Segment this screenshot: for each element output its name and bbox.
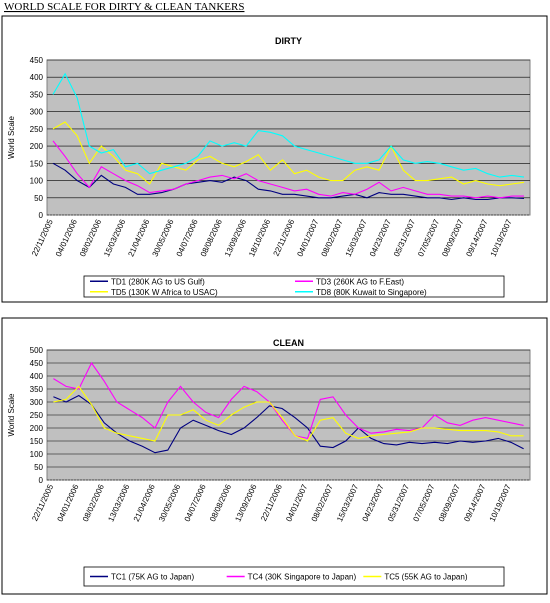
y-tick-label: 300 <box>30 398 44 407</box>
series-line <box>53 394 524 454</box>
y-tick-label: 250 <box>30 125 44 134</box>
chart-title: CLEAN <box>273 338 304 348</box>
y-tick-label: 200 <box>30 142 44 151</box>
y-tick-label: 200 <box>30 424 44 433</box>
page-title: WORLD SCALE FOR DIRTY & CLEAN TANKERS <box>4 1 244 13</box>
legend-label: TC5 (55K AG to Japan) <box>384 573 467 582</box>
y-tick-label: 150 <box>30 437 44 446</box>
y-tick-label: 400 <box>30 73 44 82</box>
series-line <box>52 162 525 201</box>
y-tick-label: 50 <box>34 463 43 472</box>
y-tick-label: 350 <box>30 385 44 394</box>
y-tick-label: 0 <box>39 476 44 485</box>
y-tick-label: 150 <box>30 159 44 168</box>
y-tick-label: 450 <box>30 359 44 368</box>
legend-label: TC1 (75K AG to Japan) <box>111 573 194 582</box>
legend-box <box>83 566 505 587</box>
y-tick-label: 350 <box>30 90 44 99</box>
series-line <box>52 121 525 187</box>
legend-label: TD5 (130K W Africa to USAC) <box>111 288 218 297</box>
legend-label: TD1 (280K AG to US Gulf) <box>111 277 205 286</box>
y-tick-label: 50 <box>34 194 43 203</box>
plot-area <box>46 59 531 216</box>
chart-title: DIRTY <box>275 36 302 46</box>
series-line <box>53 361 524 440</box>
y-tick-label: 100 <box>30 450 44 459</box>
legend-label: TC4 (30K Singapore to Japan) <box>248 573 357 582</box>
y-tick-label: 0 <box>39 211 44 220</box>
legend-label: TD3 (260K AG to F.East) <box>316 277 404 286</box>
y-tick-label: 100 <box>30 177 44 186</box>
y-axis-label: World Scale <box>7 115 16 159</box>
legend-label: TD8 (80K Kuwait to Singapore) <box>316 288 427 297</box>
y-tick-label: 400 <box>30 372 44 381</box>
legend-box <box>83 275 505 298</box>
y-tick-label: 300 <box>30 108 44 117</box>
y-tick-label: 250 <box>30 411 44 420</box>
series-line <box>52 72 525 178</box>
y-tick-label: 500 <box>30 346 44 355</box>
y-tick-label: 450 <box>30 56 44 65</box>
y-axis-label: World Scale <box>7 393 16 437</box>
series-line <box>53 385 524 442</box>
series-line <box>52 140 524 199</box>
